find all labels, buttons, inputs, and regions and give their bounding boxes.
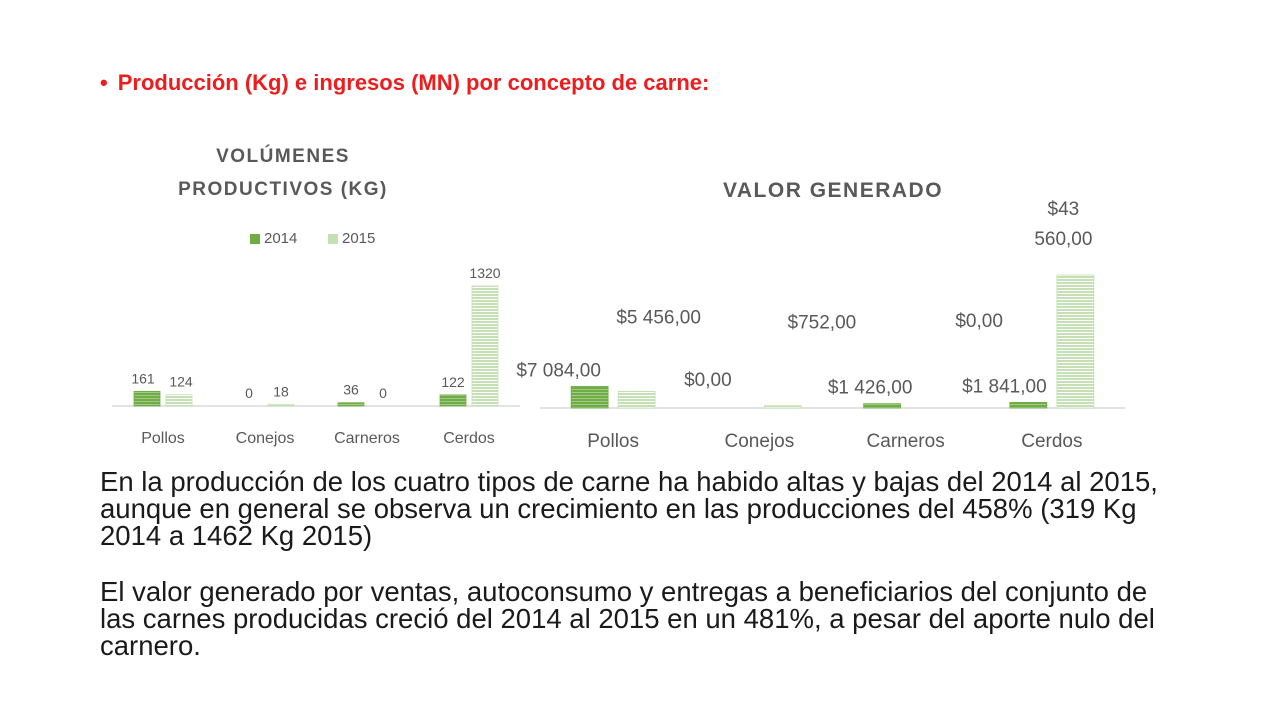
- legend-swatch-2015: [328, 234, 338, 244]
- bar-2014-Cerdos: [439, 394, 467, 407]
- chart-title-line: PRODUCTIVOS (KG): [178, 179, 388, 200]
- valor-chart: VALOR GENERADO Pollos $7 084,00 $5 456,00 Co…: [516, 179, 1125, 452]
- bar-2014-Pollos: [133, 390, 161, 407]
- heading-bullet: • Producción (Kg) e ingresos (MN) por con…: [100, 70, 709, 96]
- data-label: 36: [343, 382, 359, 398]
- bar-2015-Conejos: [267, 403, 295, 407]
- bullet-dot-icon: •: [100, 70, 108, 95]
- data-label: $7 084,00: [516, 360, 601, 381]
- data-label: 124: [169, 374, 193, 390]
- bar-2015-Pollos: [617, 390, 656, 409]
- category-label: Conejos: [236, 430, 295, 447]
- bar-2014-Carneros: [337, 402, 365, 407]
- data-label: 1320: [469, 265, 500, 281]
- data-label: 122: [441, 374, 465, 390]
- category-label: Pollos: [587, 431, 639, 452]
- category-label: Pollos: [141, 430, 185, 447]
- chart-title-line: VALOR GENERADO: [723, 179, 943, 202]
- bar-2015-Pollos: [165, 394, 193, 407]
- data-label: $1 841,00: [962, 376, 1047, 397]
- bar-2015-Conejos: [763, 405, 802, 409]
- data-label: $0,00: [684, 370, 732, 391]
- data-label: $43: [1048, 199, 1080, 220]
- bar-2014-Pollos: [570, 385, 609, 409]
- data-label: 0: [245, 385, 253, 401]
- category-label: Carneros: [867, 431, 945, 452]
- bar-2014-Carneros: [863, 403, 902, 409]
- legend-label-2015: 2015: [342, 230, 375, 247]
- heading-text: Producción (Kg) e ingresos (MN) por conc…: [117, 70, 710, 95]
- category-label: Cerdos: [443, 430, 495, 447]
- data-label: $5 456,00: [616, 307, 701, 328]
- paragraph-valor: El valor generado por ventas, autoconsum…: [100, 576, 1155, 661]
- data-label: $0,00: [955, 311, 1003, 332]
- data-label: 0: [379, 385, 387, 401]
- legend-label-2014: 2014: [264, 230, 297, 247]
- legend-swatch-2014: [250, 234, 260, 244]
- bar-2014-Cerdos: [1009, 401, 1048, 409]
- chart-title-line: VOLÚMENES: [216, 145, 350, 167]
- data-label: 560,00: [1034, 229, 1092, 250]
- paragraph-produccion: En la producción de los cuatro tipos de …: [100, 466, 1158, 551]
- bar-2015-Cerdos: [471, 285, 499, 407]
- category-label: Cerdos: [1021, 431, 1082, 452]
- data-label: $1 426,00: [828, 378, 913, 399]
- volumenes-chart: VOLÚMENES PRODUCTIVOS (KG) 2014 2015 Pollos 1…: [112, 145, 520, 447]
- data-label: 161: [131, 370, 155, 386]
- category-label: Carneros: [334, 430, 400, 447]
- data-label: $752,00: [788, 313, 857, 334]
- category-label: Conejos: [725, 431, 795, 452]
- data-label: 18: [273, 383, 289, 399]
- bar-2015-Cerdos: [1056, 274, 1095, 409]
